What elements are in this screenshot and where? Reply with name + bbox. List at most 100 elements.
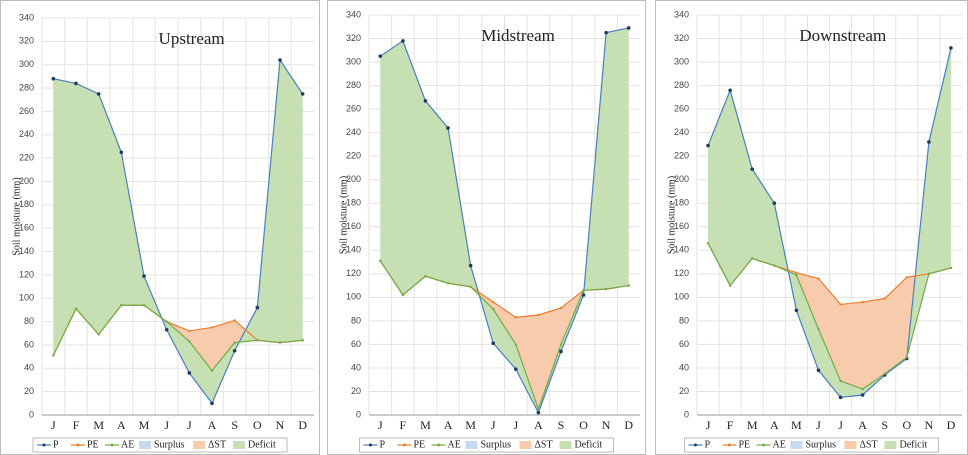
y-axis-label: Soil moisture (mm)	[666, 176, 677, 254]
y-tick-label: 300	[674, 56, 689, 66]
area-1	[708, 243, 951, 390]
y-tick-label: 200	[346, 174, 361, 184]
y-tick-label: 200	[674, 174, 689, 184]
point	[627, 284, 630, 287]
y-tick-label: 180	[346, 198, 361, 208]
y-tick-label: 280	[674, 80, 689, 90]
point	[861, 387, 864, 391]
point	[905, 356, 908, 359]
y-tick-label: 0	[29, 409, 34, 419]
point	[210, 401, 214, 406]
chart-panel: 0 20 40 60 80 100 120 140 160 180 200 220 240 260 280 3…	[655, 0, 968, 455]
x-tick-label: J	[838, 418, 843, 432]
x-tick-label: S	[231, 418, 238, 432]
x-tick-label: J	[706, 418, 711, 432]
point	[559, 306, 563, 310]
point	[581, 293, 586, 297]
point	[905, 276, 908, 279]
x-tick-label: S	[558, 418, 565, 432]
y-tick-label: 160	[19, 223, 34, 233]
area-2	[380, 27, 629, 413]
point	[949, 46, 953, 50]
x-tick-label: D	[624, 418, 633, 432]
point	[795, 273, 798, 277]
x-tick-label: O	[253, 418, 262, 432]
y-tick-label: 140	[674, 245, 689, 255]
point	[119, 150, 124, 155]
x-tick-label: F	[73, 418, 80, 432]
y-tick-label: 320	[19, 36, 34, 46]
y-tick-label: 120	[19, 269, 34, 279]
x-tick-label: A	[858, 418, 867, 432]
legend-dot	[762, 443, 765, 447]
y-tick-label: 40	[679, 362, 689, 372]
legend-label: Deficit	[575, 439, 603, 450]
legend-box	[32, 437, 288, 453]
point	[706, 143, 710, 148]
x-tick-label: F	[727, 418, 734, 432]
y-tick-label: 320	[346, 33, 361, 43]
y-tick-label: 60	[351, 339, 361, 349]
y-tick-label: 40	[351, 362, 361, 372]
point	[120, 304, 123, 307]
y-tick-label: 220	[674, 151, 689, 161]
legend-swatch	[139, 441, 151, 449]
point	[491, 341, 496, 346]
point	[839, 303, 842, 306]
y-tick-label: 0	[684, 409, 689, 419]
legend-label: PE	[414, 439, 426, 450]
point	[423, 99, 428, 103]
y-tick-label: 140	[346, 245, 361, 255]
y-tick-label: 140	[19, 246, 34, 256]
x-tick-label: J	[513, 418, 518, 432]
x-tick-label: M	[465, 418, 476, 432]
point	[795, 271, 798, 274]
point	[188, 329, 191, 333]
legend-box	[684, 437, 939, 453]
legend-dot	[369, 443, 372, 447]
point	[838, 395, 843, 400]
y-tick-label: 200	[19, 176, 34, 186]
chart-title: Upstream	[159, 29, 225, 48]
point	[728, 88, 732, 93]
point	[164, 327, 169, 332]
legend-dot	[728, 443, 731, 447]
x-tick-label: A	[117, 418, 126, 432]
point	[165, 320, 168, 323]
y-tick-label: 340	[19, 12, 34, 22]
x-tick-label: S	[881, 418, 888, 432]
y-tick-label: 220	[19, 152, 34, 162]
legend-label: Surplus	[481, 439, 512, 450]
x-tick-label: N	[276, 418, 285, 432]
legend-dot	[403, 443, 406, 447]
legend-swatch	[519, 441, 532, 449]
y-tick-label: 180	[19, 199, 34, 209]
legend-box	[359, 437, 614, 453]
y-tick-label: 120	[346, 268, 361, 278]
point	[255, 305, 260, 310]
x-tick-label: D	[947, 418, 956, 432]
y-tick-label: 120	[674, 268, 689, 278]
legend-swatch	[559, 441, 572, 449]
y-tick-label: 80	[24, 316, 34, 326]
point	[949, 266, 953, 270]
x-tick-label: J	[51, 418, 56, 432]
point	[536, 410, 541, 415]
point	[817, 277, 820, 280]
y-axis-label: Soil moisture (mm)	[11, 177, 22, 255]
y-tick-label: 240	[346, 127, 361, 137]
x-tick-label: J	[491, 418, 496, 432]
legend-label: P	[380, 439, 386, 450]
point	[927, 140, 931, 144]
point	[559, 343, 563, 346]
point	[728, 284, 732, 287]
point	[232, 348, 237, 353]
series-line	[52, 304, 303, 372]
y-tick-label: 20	[351, 386, 361, 396]
legend-label: ΔST	[535, 439, 553, 450]
point	[514, 316, 517, 319]
y-tick-label: 60	[24, 339, 34, 349]
series-line	[379, 260, 629, 411]
point	[861, 300, 864, 304]
